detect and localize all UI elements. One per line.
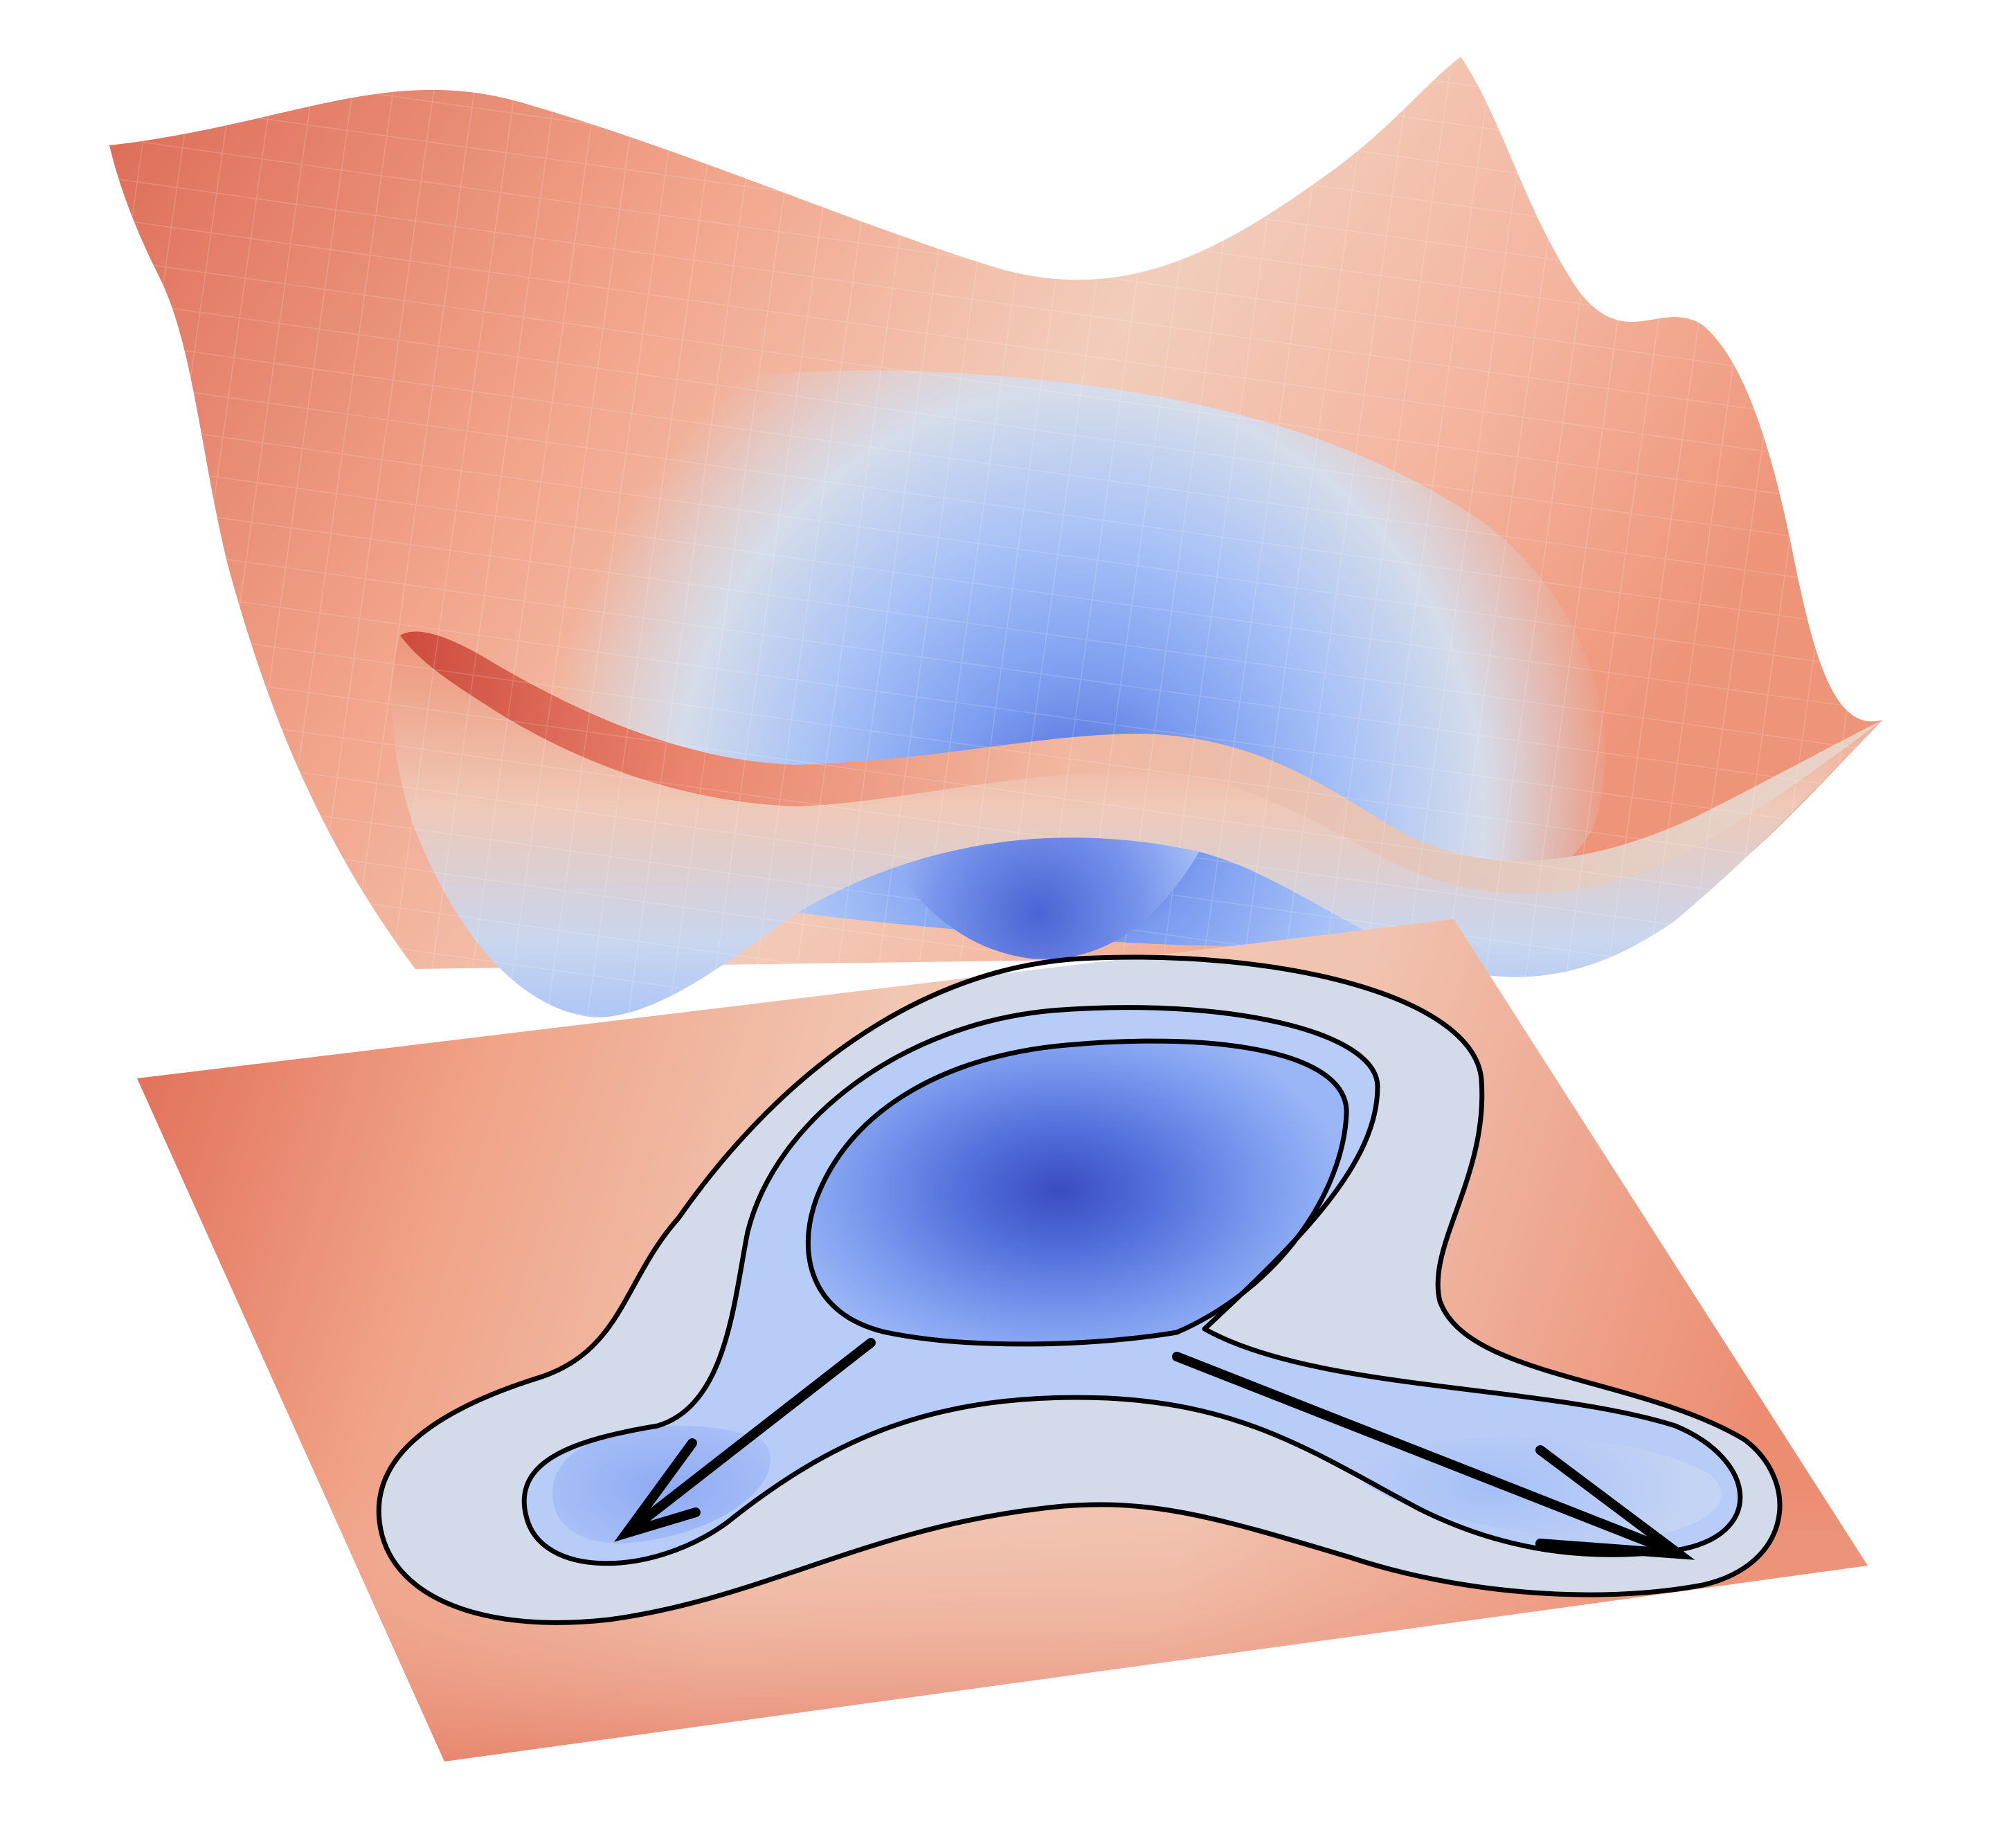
arrow-head-left [614, 1438, 701, 1542]
potential-surface [109, 57, 1884, 1017]
surface-front-grid [392, 631, 1884, 1017]
contour-plane [137, 919, 1868, 1761]
transition-arrows [614, 1338, 1695, 1560]
arrow-to-left-minimum [622, 1338, 876, 1538]
arrow-to-right-minimum [1172, 1352, 1684, 1559]
contour-line-outer [376, 954, 1783, 1625]
arrow-head-right [1535, 1445, 1695, 1560]
contour-lines [376, 954, 1783, 1625]
contour-fill-basin [808, 1041, 1347, 1344]
contour-line-inner [805, 1038, 1349, 1347]
